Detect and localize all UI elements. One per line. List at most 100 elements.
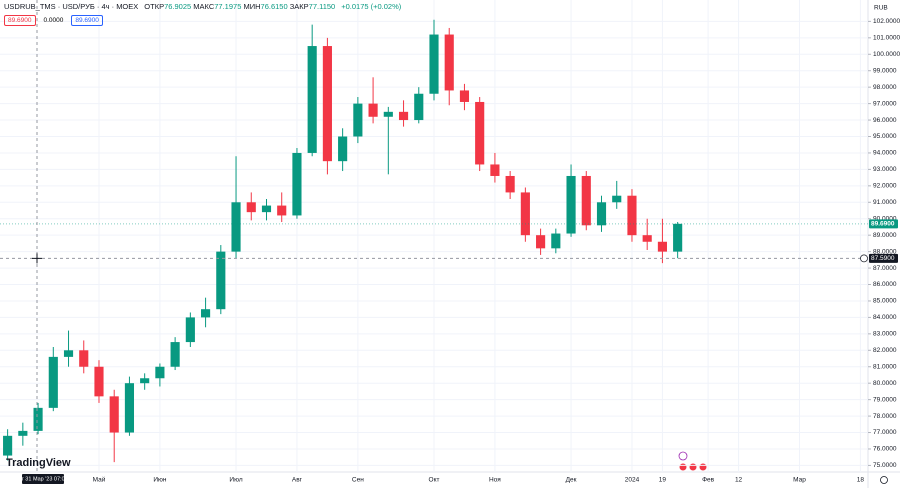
candle-body [536,235,546,249]
y-tick-label: 75.0000 [873,462,897,469]
x-tick-label: Май [93,476,106,484]
ohlc-value: 76.9025 [164,2,192,11]
x-tick-label: Сен [352,477,364,484]
candle-body [3,435,13,456]
candle-body [429,34,439,94]
candle-body [124,383,135,433]
y-tick-label: 78.0000 [873,413,897,420]
candle-body [170,342,180,367]
candle-body [444,34,454,91]
ohlc-label: МИН [243,2,261,11]
y-tick-label: 86.0000 [873,281,897,288]
y-tick-label: 90.0000 [873,215,897,222]
settings-icon[interactable] [880,476,888,484]
y-tick-label: 92.0000 [873,183,897,190]
crosshair-price-label: 87.5900 [871,255,895,262]
x-tick-label: Июн [153,477,167,484]
candle-body [475,101,485,165]
candle-body [322,46,332,162]
y-tick-label: 80.0000 [873,380,897,387]
candle-body [353,103,363,137]
y-tick-label: 93.0000 [873,166,897,173]
candle-body [414,93,424,121]
y-tick-label: 87.0000 [873,265,897,272]
y-tick-label: 82.0000 [873,347,897,354]
ohlc-value: 77.1975 [214,2,242,11]
y-tick-label: 84.0000 [873,314,897,321]
last-price-box [869,219,898,229]
y-tick-label: 89.0000 [873,232,897,239]
y-tick-label: 96.0000 [873,117,897,124]
candle-body [292,152,302,216]
event-icon[interactable] [678,451,688,461]
y-tick-label: 79.0000 [873,396,897,403]
currency: RUB [874,5,888,12]
candle-body [33,407,43,431]
candle-body [642,235,652,242]
candle-body [185,317,195,343]
candle-body [612,195,622,203]
candle-body [140,378,150,384]
ohlc-label: МАКС [193,2,215,11]
button[interactable]: 89.6900 [4,15,36,26]
y-tick-label: 101.0000 [873,35,900,42]
candle-body [261,205,272,213]
candle-body [307,46,317,153]
x-tick-label: 18 [857,477,865,484]
ohlc: ОТКР76.9025 МАКС77.1975 МИН76.6150 ЗАКР7… [144,2,335,11]
y-tick-label: 88.0000 [873,248,897,255]
x-tick-label: Фев [702,477,715,484]
candle-body [490,164,500,176]
x-tick-label: Ноя [489,477,501,484]
event-icon[interactable] [689,463,697,471]
candle-body [596,202,607,226]
event-icon[interactable] [699,463,707,471]
logo[interactable]: TradingView [6,457,71,469]
event-icon[interactable] [679,463,687,471]
candle-body [368,103,378,117]
button[interactable]: 0.0000 [43,17,64,24]
y-tick-label: 76.0000 [873,446,897,453]
candle-body [18,430,28,436]
candle-body [566,175,576,234]
candle-body [459,90,470,102]
y-tick-label: 100.0000 [873,51,900,58]
x-tick-label: 19 [659,477,667,484]
candle-body [673,223,683,252]
x-tick-label: 12 [735,477,743,484]
y-tick-label: 91.0000 [873,199,897,206]
candle-body [216,251,226,310]
candle-body [551,233,561,249]
candle-body [505,175,515,193]
candle-body [398,111,409,121]
y-tick-label: 98.0000 [873,84,897,91]
ohlc-label: ЗАКР [289,2,309,11]
crosshair-date-label: пт 31 Мар '23 07:00 [18,476,67,482]
y-tick-label: 81.0000 [873,363,897,370]
y-tick-label: 94.0000 [873,150,897,157]
candle-body [520,192,530,236]
candle-body [338,136,348,162]
y-tick-label: 102.0000 [873,18,900,25]
legend: USDRUB_TMS · USD/РУБ · 4ч · MOEX ОТКР76.… [4,2,401,11]
candle-body [277,205,287,216]
cursor [32,253,42,264]
x-tick-label: Окт [429,477,440,484]
x-tick-label: Авг [292,477,303,484]
x-tick-label: Дек [566,477,577,484]
y-tick-label: 95.0000 [873,133,897,140]
change: +0.0175 (+0.02%) [341,2,402,11]
y-tick-label: 77.0000 [873,429,897,436]
candle-body [581,175,591,226]
x-tick-label: Мар [793,477,806,484]
candle-body [155,366,165,379]
ohlc-value: 76.6150 [260,2,288,11]
y-tick-label: 83.0000 [873,331,897,338]
symbol[interactable]: USDRUB_TMS · USD/РУБ · 4ч · MOEX [4,2,139,11]
crosshair-date-box [22,474,64,484]
x-tick-label: 2024 [625,477,640,484]
crosshair-price-box [869,253,898,263]
button[interactable]: 89.6900 [71,15,103,26]
